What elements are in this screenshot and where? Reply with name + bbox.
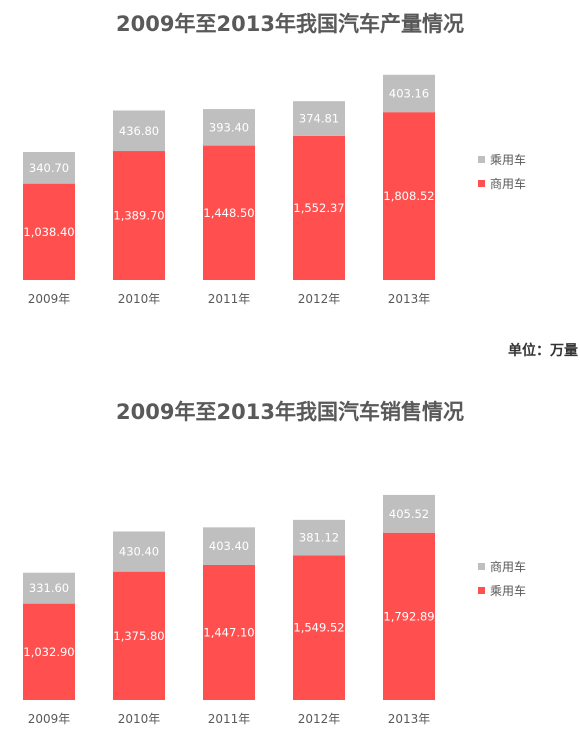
data-label: 430.40 [119,545,159,559]
data-label: 1,448.50 [203,206,254,220]
bar-segment [23,603,75,700]
x-tick-label: 2009年 [28,292,71,306]
x-tick-label: 2011年 [208,292,251,306]
bar-segment [23,183,75,280]
bar-segment [203,527,255,565]
x-tick-label: 2013年 [388,292,431,306]
data-label: 1,549.52 [293,621,344,635]
x-tick-label: 2009年 [28,712,71,726]
data-label: 405.52 [389,507,429,521]
sales-chart-plot: 1,032.90 331.60 2009年 1,375.80 430.40 2010年 1,… [23,494,526,726]
legend-label: 商用车 [490,176,526,191]
data-label: 1,792.89 [383,609,434,623]
bar-segment [113,571,165,700]
bar-segment [383,532,435,700]
x-tick-label: 2010年 [118,292,161,306]
bar-segment [203,109,255,146]
data-label: 1,389.70 [113,209,164,223]
data-label: 1,552.37 [293,201,344,215]
bar-segment [23,152,75,184]
data-label: 393.40 [209,120,249,134]
data-label: 403.16 [389,86,429,100]
unit-label: 单位：万量 [508,343,578,359]
data-label: 340.70 [29,161,69,175]
chart-title: 2009年至2013年我国汽车销售情况 [116,400,464,424]
legend-swatch [478,587,485,594]
production-chart-plot: 1,038.40 340.70 2009年 1,389.70 436.80 2010年 1,… [23,74,526,306]
data-label: 403.40 [209,539,249,553]
bar-segment [113,110,165,152]
bar-segment [113,151,165,280]
bar-segment [203,564,255,700]
x-tick-label: 2013年 [388,712,431,726]
data-label: 374.81 [299,112,339,126]
legend-label: 乘用车 [490,583,526,598]
bar-segment [383,74,435,113]
x-tick-label: 2012年 [298,712,341,726]
data-label: 1,447.10 [203,625,254,639]
bar-segment [293,135,345,280]
data-label: 1,808.52 [383,189,434,203]
legend-swatch [478,563,485,570]
bar-segment [113,531,165,572]
x-tick-label: 2012年 [298,292,341,306]
legend-swatch [478,156,485,163]
data-label: 1,032.90 [23,645,74,659]
bar-segment [383,112,435,280]
production-chart: 2009年至2013年我国汽车产量情况 1,038.40 340.70 2009年 1… [0,0,580,330]
data-label: 1,038.40 [23,225,74,239]
bar-segment [23,572,75,604]
sales-chart: 2009年至2013年我国汽车销售情况 1,032.90 331.60 2009年 1… [0,388,580,743]
bar-segment [293,101,345,136]
x-tick-label: 2011年 [208,712,251,726]
legend-swatch [478,180,485,187]
x-tick-label: 2010年 [118,712,161,726]
bar-segment [293,555,345,700]
bar-segment [293,519,345,556]
bar-segment [203,145,255,280]
legend-label: 商用车 [490,559,526,574]
bar-segment [383,494,435,533]
data-label: 1,375.80 [113,629,164,643]
data-label: 436.80 [119,124,159,138]
legend-label: 乘用车 [490,152,526,167]
data-label: 331.60 [29,581,69,595]
data-label: 381.12 [299,531,339,545]
chart-title: 2009年至2013年我国汽车产量情况 [116,12,464,36]
